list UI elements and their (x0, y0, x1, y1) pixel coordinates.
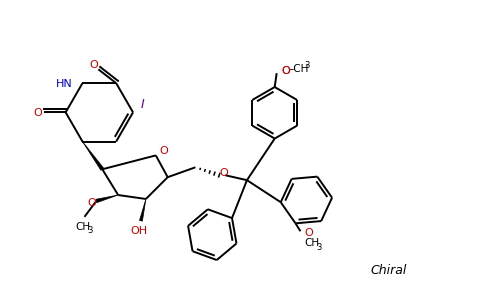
Polygon shape (139, 199, 146, 221)
Text: Chiral: Chiral (370, 264, 407, 278)
Text: O: O (33, 108, 42, 118)
Text: I: I (141, 98, 145, 111)
Text: 3: 3 (304, 61, 310, 70)
Text: O: O (87, 198, 96, 208)
Text: –CH: –CH (288, 64, 309, 74)
Text: O: O (89, 60, 98, 70)
Text: O: O (220, 168, 228, 178)
Text: OH: OH (130, 226, 148, 236)
Text: 3: 3 (88, 226, 93, 235)
Text: HN: HN (56, 79, 73, 89)
Polygon shape (96, 195, 118, 202)
Text: CH: CH (75, 222, 90, 232)
Text: O: O (304, 228, 313, 238)
Text: 3: 3 (317, 243, 322, 252)
Text: O: O (282, 66, 290, 76)
Text: CH: CH (304, 238, 319, 248)
Text: O: O (282, 66, 290, 76)
Polygon shape (82, 142, 104, 170)
Text: O: O (159, 146, 168, 156)
